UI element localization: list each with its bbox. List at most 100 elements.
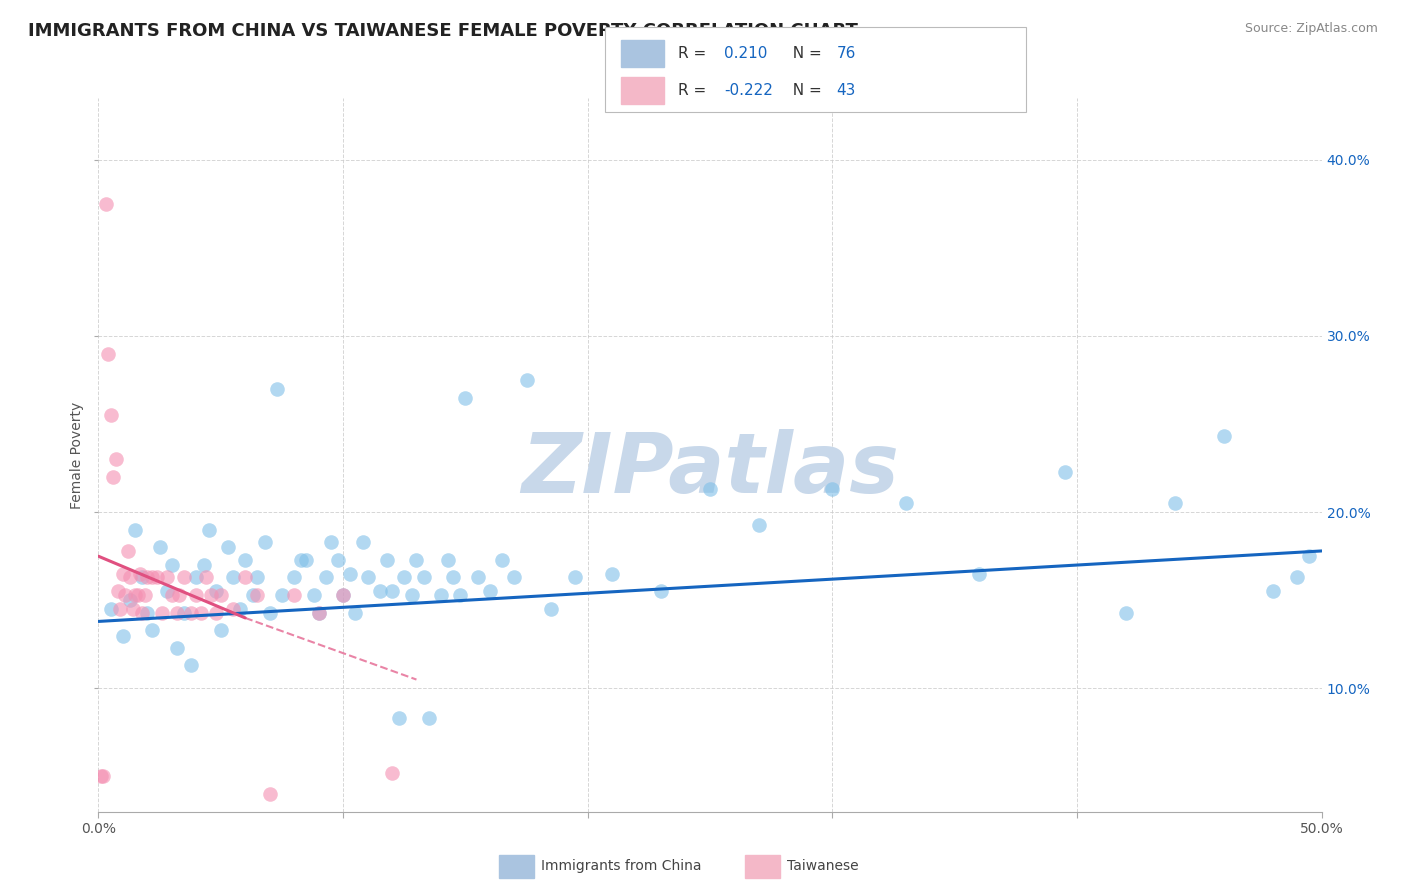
Point (564, 570, 586, 584)
Point (405, 553, 427, 567)
Text: 76: 76 (837, 46, 856, 62)
Point (699, 483, 721, 497)
Point (205, 606, 228, 620)
Point (339, 566, 361, 581)
Point (129, 566, 152, 581)
Point (375, 553, 398, 567)
Point (141, 570, 163, 584)
Point (437, 553, 460, 567)
Point (94, 197, 117, 211)
Point (160, 588, 183, 602)
Point (491, 553, 513, 567)
Point (131, 606, 153, 620)
Point (242, 588, 264, 602)
Point (381, 766, 404, 780)
Point (136, 606, 159, 620)
Point (315, 570, 337, 584)
Text: 43: 43 (837, 83, 856, 98)
Point (110, 602, 132, 616)
Point (100, 409, 122, 423)
Point (503, 570, 526, 584)
Text: IMMIGRANTS FROM CHINA VS TAIWANESE FEMALE POVERTY CORRELATION CHART: IMMIGRANTS FROM CHINA VS TAIWANESE FEMAL… (28, 22, 858, 40)
Point (101, 470, 124, 484)
Point (748, 517, 770, 532)
Point (1298, 549, 1320, 564)
Point (134, 588, 156, 602)
Point (478, 584, 501, 599)
Point (149, 541, 172, 555)
Point (283, 588, 305, 602)
Point (1115, 606, 1137, 620)
Point (328, 553, 350, 567)
Point (180, 658, 202, 673)
Point (167, 588, 190, 602)
Text: ZIPatlas: ZIPatlas (522, 429, 898, 509)
Point (195, 570, 218, 584)
Point (259, 787, 281, 801)
Point (600, 566, 623, 581)
Point (120, 593, 142, 607)
Point (160, 558, 183, 572)
Point (454, 391, 477, 405)
Point (173, 570, 195, 584)
Point (352, 535, 374, 549)
Point (121, 602, 143, 616)
Point (308, 606, 330, 620)
Point (388, 711, 411, 725)
Point (259, 606, 281, 620)
Point (156, 584, 179, 599)
Point (193, 558, 215, 572)
Point (1164, 496, 1187, 510)
Point (283, 570, 305, 584)
Point (91, 769, 114, 783)
Point (114, 588, 136, 602)
Point (233, 553, 256, 567)
Point (412, 570, 434, 584)
Point (222, 570, 245, 584)
Point (200, 588, 222, 602)
Point (392, 570, 416, 584)
Point (967, 566, 990, 581)
Point (107, 584, 129, 599)
Y-axis label: Female Poverty: Female Poverty (70, 401, 84, 508)
Point (136, 570, 159, 584)
Point (111, 566, 134, 581)
Point (430, 588, 453, 602)
Point (217, 541, 239, 555)
Point (156, 570, 179, 584)
Point (127, 588, 149, 602)
Point (166, 640, 188, 655)
Text: Immigrants from China: Immigrants from China (541, 859, 702, 873)
Text: 0.210: 0.210 (724, 46, 768, 62)
Point (1212, 429, 1234, 443)
Point (332, 588, 354, 602)
Point (146, 570, 169, 584)
Point (233, 570, 256, 584)
Point (290, 553, 312, 567)
Point (1053, 465, 1076, 479)
Point (186, 570, 208, 584)
Point (246, 588, 269, 602)
Point (401, 588, 423, 602)
Point (467, 570, 489, 584)
Text: -0.222: -0.222 (724, 83, 773, 98)
Text: R =: R = (678, 46, 711, 62)
Point (209, 588, 232, 602)
Point (418, 711, 440, 725)
Point (90, 769, 112, 783)
Point (381, 584, 404, 599)
Point (186, 588, 208, 602)
Point (540, 602, 562, 616)
Point (229, 602, 252, 616)
Point (450, 588, 472, 602)
Point (344, 606, 367, 620)
Point (295, 553, 318, 567)
Point (205, 584, 228, 599)
Point (368, 584, 391, 599)
Point (356, 570, 378, 584)
Point (441, 570, 464, 584)
Point (515, 373, 537, 387)
Point (319, 535, 342, 549)
Point (821, 483, 844, 497)
Point (124, 588, 146, 602)
